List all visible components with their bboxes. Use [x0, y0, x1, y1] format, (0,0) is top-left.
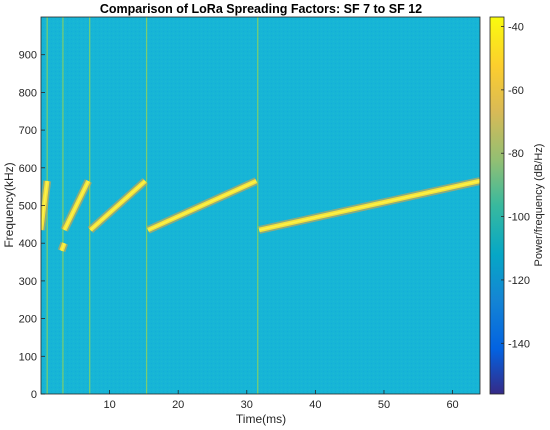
y-tick-label: 400	[19, 238, 37, 250]
chirp-sf9-3	[87, 178, 148, 233]
y-axis-label: Frequency(kHz)	[2, 162, 16, 247]
y-tick-label: 600	[19, 163, 37, 175]
colorbar-tick-label: -100	[508, 212, 530, 224]
y-tick-label: 0	[31, 389, 37, 401]
y-tick-label: 200	[19, 314, 37, 326]
colorbar-tick-label: -60	[508, 85, 524, 97]
colorbar-tick-label: -80	[508, 148, 524, 160]
x-tick-label: 10	[103, 399, 115, 411]
y-tick-label: 100	[19, 351, 37, 363]
chirp-sf8-1	[57, 241, 69, 253]
chart-title: Comparison of LoRa Spreading Factors: SF…	[100, 2, 422, 16]
x-tick-label: 40	[309, 399, 321, 411]
colorbar-gradient	[489, 16, 505, 395]
x-axis-label: Time(ms)	[236, 412, 286, 426]
y-tick-label: 700	[19, 125, 37, 137]
x-tick-label: 50	[378, 399, 390, 411]
chirp-sf11-5	[258, 177, 480, 234]
y-axis: 0 100 200 300 400 500 600 700 800 900	[19, 50, 45, 401]
y-tick-label: 900	[19, 50, 37, 62]
colorbar-tick-label: -140	[508, 338, 530, 350]
colorbar: -40 -60 -80 -100 -120 -140 Power/frequency (d…	[489, 16, 545, 395]
colorbar-tick-label: -120	[508, 275, 530, 287]
colorbar-tick-label: -40	[508, 22, 524, 34]
x-axis: 10 20 30 40 50 60	[103, 390, 459, 411]
x-tick-label: 30	[241, 399, 253, 411]
colorbar-label: Power/frequency (dB/Hz)	[533, 144, 545, 267]
spectrogram-background	[41, 17, 480, 394]
x-tick-label: 60	[446, 399, 458, 411]
x-tick-label: 20	[172, 399, 184, 411]
plot-area	[40, 16, 481, 395]
y-tick-label: 300	[19, 276, 37, 288]
y-tick-label: 500	[19, 201, 37, 213]
chirp-sf10-4	[146, 177, 259, 234]
chirp-sf8-2	[60, 179, 92, 232]
y-tick-label: 800	[19, 87, 37, 99]
